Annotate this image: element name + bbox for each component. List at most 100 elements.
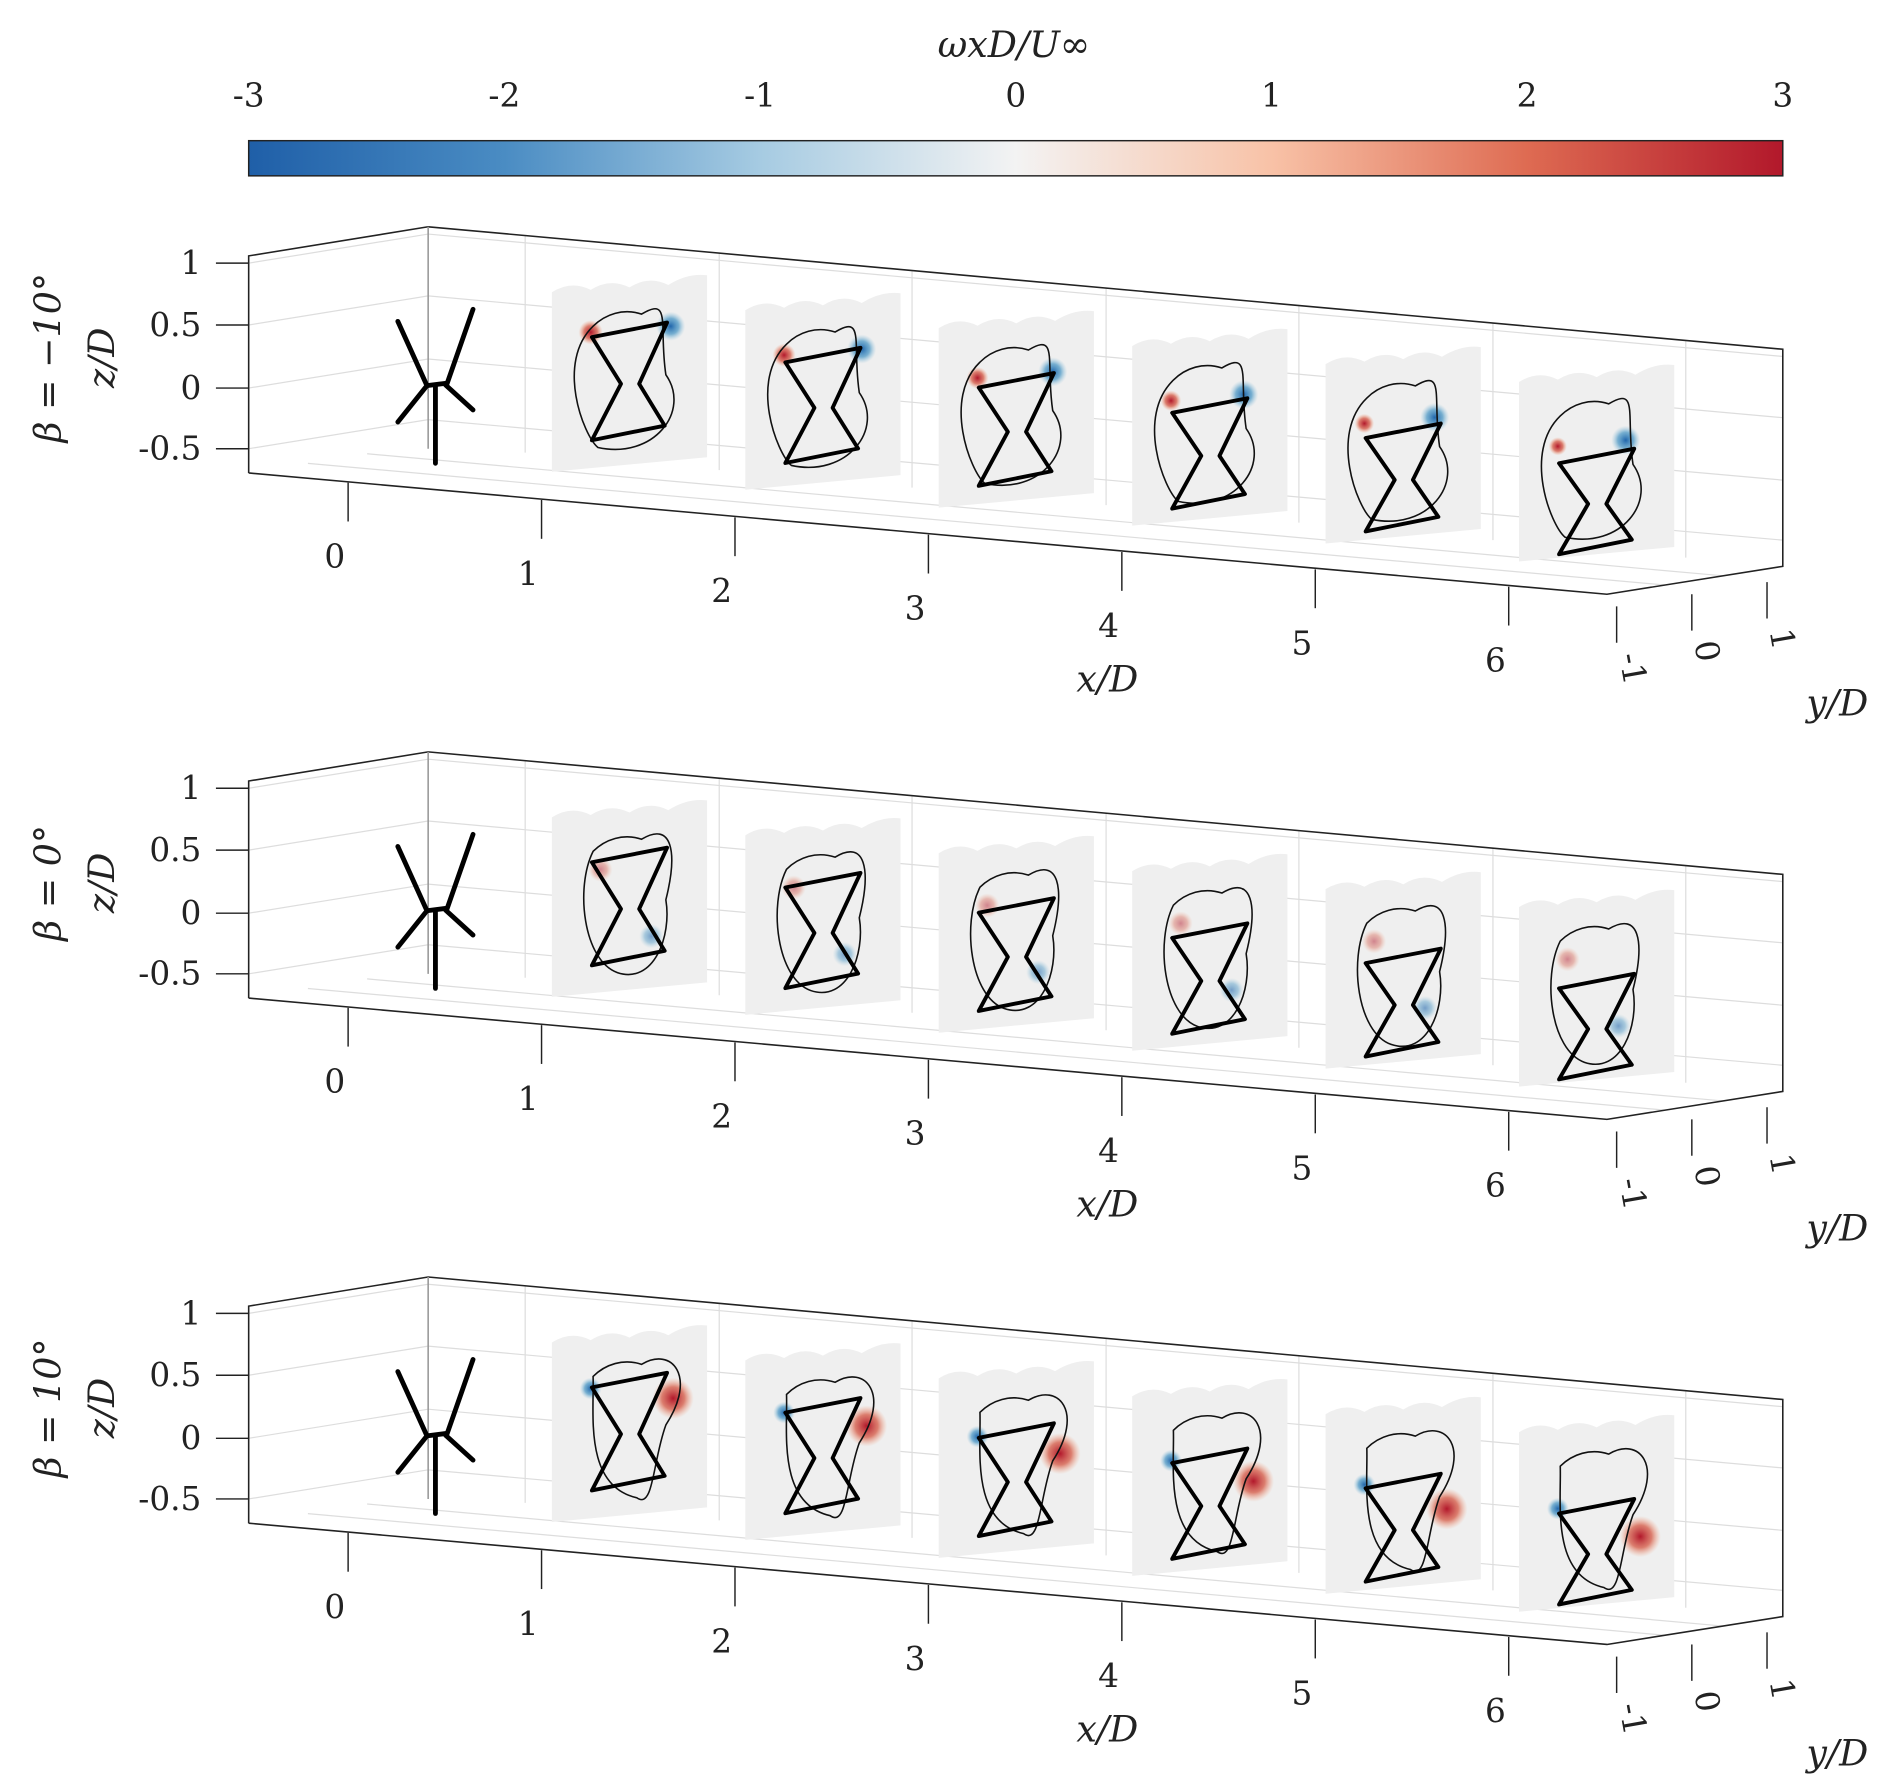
vorticity-slice (1325, 346, 1481, 544)
vorticity-slice (1325, 1396, 1481, 1594)
grid-line (367, 1503, 1724, 1627)
z-tick-label: 1 (181, 244, 202, 282)
x-tick-label: 2 (711, 1097, 732, 1135)
grid-line (307, 987, 1666, 1111)
slice-plane (938, 835, 1094, 1033)
rotor-outline (1363, 1471, 1443, 1584)
colorbar-gradient (247, 139, 1784, 177)
positive-vortex-spot (1232, 1460, 1275, 1502)
z-tick-label: 1 (181, 1294, 202, 1332)
rotor-outline (1363, 421, 1443, 534)
vorticity-slice (1132, 1378, 1288, 1576)
colorbar-tick-label: 1 (1261, 77, 1282, 115)
slice-plane (1519, 889, 1675, 1087)
turbine-icon (443, 831, 476, 938)
grid-line (307, 1512, 1666, 1636)
grid-line (367, 978, 1724, 1102)
slice-plane (938, 1361, 1094, 1558)
x-tick-label: 1 (518, 555, 539, 593)
wake-contour (1356, 904, 1447, 1048)
positive-vortex-spot (1160, 390, 1182, 411)
grid-line (307, 462, 1666, 586)
wake-contour (969, 869, 1060, 1012)
wake-contour (776, 851, 866, 994)
vorticity-slice (1519, 364, 1675, 562)
grid-line (367, 453, 1724, 577)
panel-2: 1 0.5 0 -0.5 0 1 2 3 4 5 6 -1 0 1 x/D y/D z/Dβ = 10° (27, 1276, 1868, 1775)
x-tick-label: 4 (1098, 607, 1119, 645)
slice-plane (1132, 1378, 1288, 1576)
colorbar-tick-label: 2 (1517, 77, 1538, 115)
positive-vortex-spot (845, 1405, 888, 1447)
positive-vortex-spot (1555, 947, 1580, 972)
slice-plane (745, 817, 901, 1015)
vorticity-slice (1519, 889, 1675, 1087)
positive-vortex-spot (578, 320, 603, 345)
wake-contour (583, 833, 673, 976)
x-tick-label: 6 (1485, 1167, 1506, 1205)
x-tick-label: 3 (905, 590, 926, 628)
x-tick-label: 5 (1292, 624, 1313, 662)
colorbar-tick-label: 0 (1005, 77, 1026, 115)
vorticity-slice (1519, 1414, 1675, 1612)
negative-vortex-spot (1353, 1473, 1376, 1496)
wake-contour (1540, 397, 1642, 540)
positive-vortex-spot (1361, 929, 1387, 954)
x-axis-label: x/D (1076, 1707, 1138, 1750)
slice-plane (1132, 853, 1288, 1051)
vorticity-slice (1132, 328, 1288, 526)
vorticity-slice (551, 274, 708, 472)
y-tick-label: 0 (1686, 1688, 1727, 1715)
vorticity-slice (1132, 853, 1288, 1051)
colorbar-label: ωxD/U∞ (938, 23, 1091, 66)
positive-vortex-spot (1039, 1432, 1081, 1475)
slice-plane (1325, 871, 1481, 1069)
vorticity-slice (938, 310, 1094, 508)
rotor-outline (1557, 446, 1637, 557)
wake-contour (573, 308, 675, 451)
colorbar-tick-label: 3 (1772, 77, 1793, 115)
x-tick-label: 0 (324, 1588, 345, 1626)
wake-contour (1163, 886, 1253, 1030)
slice-plane (1519, 1414, 1675, 1612)
axis-box-edge (247, 225, 1784, 596)
slice-plane (1325, 1396, 1481, 1594)
y-tick-label: 1 (1762, 1151, 1803, 1178)
x-tick-label: 0 (324, 1063, 345, 1101)
vorticity-slice (745, 1343, 901, 1540)
vorticity-slice (938, 835, 1094, 1033)
z-tick-label: 0.5 (149, 306, 201, 344)
positive-vortex-spot (1619, 1515, 1661, 1558)
rotor-outline (1557, 971, 1637, 1082)
rotor-outline (783, 345, 863, 465)
rotor-outline (589, 320, 670, 443)
slice-plane (551, 1325, 708, 1522)
wake-contour (1550, 922, 1640, 1065)
y-tick-label: 1 (1762, 1676, 1803, 1703)
wake-contour (1153, 361, 1256, 504)
turbine-icon (443, 306, 476, 413)
panel-0: 1 0.5 0 -0.5 0 1 2 3 4 5 6 -1 0 1 x/D y/D z/Dβ = −10° (27, 225, 1868, 725)
rotor-outline (976, 896, 1056, 1013)
y-tick-label: -1 (1611, 1175, 1654, 1213)
positive-vortex-spot (652, 1377, 694, 1419)
z-axis-label: z/D (80, 327, 123, 389)
z-tick-label: 0.5 (149, 1356, 201, 1394)
rotor-outline (783, 1396, 863, 1516)
colorbar-tick-label: -3 (233, 77, 265, 115)
vorticity-slice (551, 800, 708, 997)
panel-yaw-label: β = −10° (27, 273, 70, 445)
negative-vortex-spot (1546, 1497, 1569, 1520)
wake-contour (1172, 1412, 1262, 1555)
y-axis-label: y/D (1804, 682, 1868, 725)
slice-plane (551, 274, 708, 472)
wake-contour (1365, 1430, 1455, 1573)
rotor-outline (1363, 946, 1443, 1059)
y-tick-label: -1 (1611, 1700, 1654, 1738)
x-tick-label: 2 (711, 572, 732, 610)
slice-plane (1132, 328, 1288, 526)
x-tick-label: 5 (1292, 1675, 1313, 1713)
panel-1: 1 0.5 0 -0.5 0 1 2 3 4 5 6 -1 0 1 x/D y/D z/Dβ = 0° (27, 751, 1868, 1250)
rotor-outline (1557, 1497, 1637, 1607)
